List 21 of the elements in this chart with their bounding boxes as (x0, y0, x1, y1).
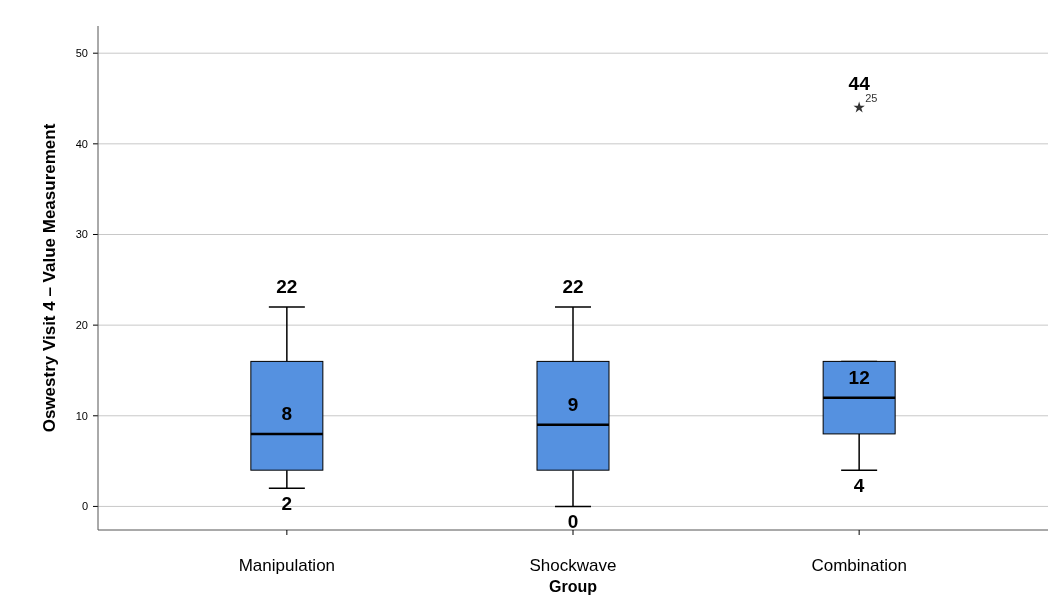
annotation: 9 (567, 393, 579, 415)
y-tick-label: 30 (75, 228, 88, 241)
y-axis-title: Oswestry Visit 4 – Value Measurement (40, 123, 59, 433)
annotation: 2 (281, 493, 293, 515)
y-tick-label: 0 (81, 500, 88, 513)
y-tick-label: 10 (75, 409, 88, 422)
annotation: 0 (567, 511, 579, 533)
annotation: 8 (281, 402, 293, 424)
y-tick-label: 20 (75, 318, 88, 331)
annotation: 44 (848, 72, 871, 94)
annotation: 22 (276, 276, 298, 298)
y-tick-label: 40 (75, 137, 88, 150)
annotation: 22 (562, 276, 584, 298)
annotation: 4 (853, 475, 865, 497)
annotation: 25 (865, 91, 878, 104)
y-tick-label: 50 (75, 47, 88, 60)
annotation: 12 (848, 366, 870, 388)
x-axis-title: Group (549, 578, 598, 595)
x-tick-label: Manipulation (238, 556, 336, 575)
x-tick-label: Shockwave (529, 556, 617, 575)
x-tick-label: Combination (811, 556, 907, 575)
